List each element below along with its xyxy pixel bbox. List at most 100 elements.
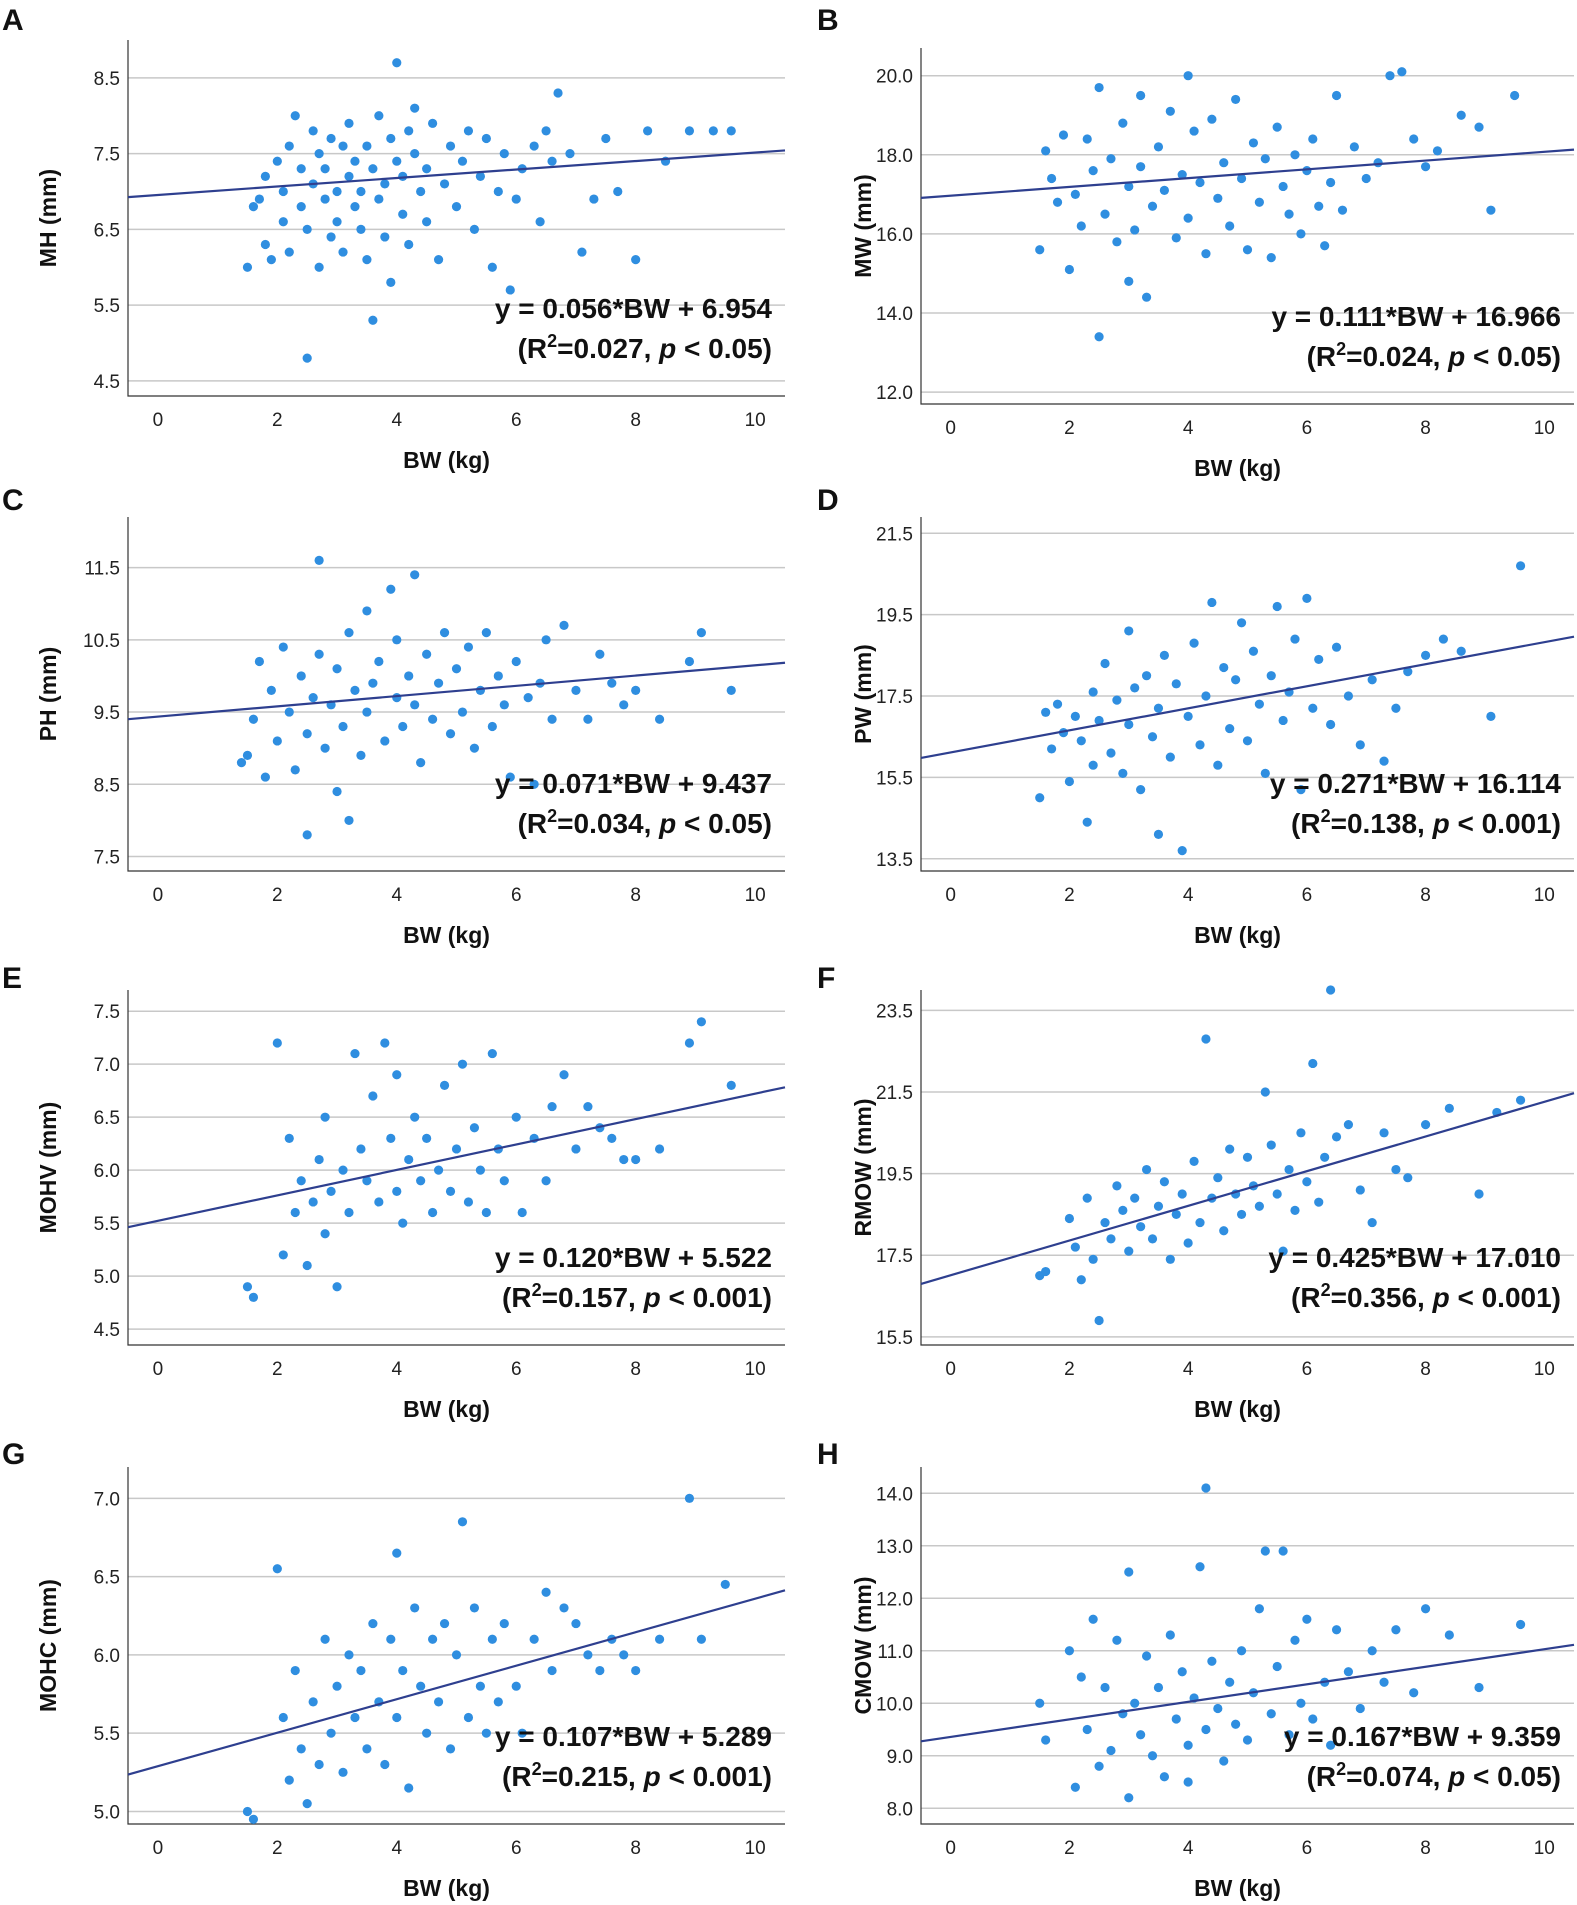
data-point (410, 1603, 420, 1613)
data-point (302, 830, 312, 840)
data-point (1177, 1667, 1187, 1677)
data-point (571, 685, 581, 695)
data-point (475, 171, 485, 181)
y-tick-label: 6.0 (94, 1646, 120, 1667)
panel-label: C (2, 484, 24, 517)
data-point (1195, 1562, 1205, 1572)
x-tick-label: 8 (1420, 418, 1431, 439)
data-point (242, 1806, 253, 1817)
data-point (314, 1759, 324, 1770)
data-point (308, 693, 318, 703)
data-point (1213, 1703, 1223, 1714)
x-tick-label: 0 (153, 1359, 164, 1380)
x-axis-title: BW (kg) (1194, 922, 1281, 948)
data-point (1236, 1209, 1247, 1220)
x-axis-title: BW (kg) (403, 1396, 490, 1422)
panel-label: E (2, 962, 22, 995)
x-tick-label: 2 (1064, 1359, 1075, 1380)
data-point (338, 247, 348, 257)
y-tick-label: 9.0 (887, 1747, 913, 1768)
panel-c: C 7.5 8.5 9.5 10.5 11.5 0 2 4 6 8 10 BW (kg) PH (mm) y… (2, 484, 786, 948)
data-point (1403, 1173, 1413, 1183)
data-point (1320, 241, 1330, 251)
data-point (1058, 130, 1069, 140)
data-point (541, 635, 551, 645)
data-point (1171, 1714, 1181, 1724)
data-point (1302, 593, 1312, 603)
data-point (332, 1282, 342, 1292)
data-point (1106, 748, 1116, 758)
data-point (386, 277, 396, 287)
data-point (1070, 1242, 1080, 1252)
data-point (404, 671, 414, 681)
data-point (374, 111, 384, 121)
data-point (1189, 1156, 1199, 1166)
data-point (1355, 740, 1365, 750)
data-point (439, 1618, 450, 1629)
data-point (296, 671, 306, 681)
data-point (451, 1650, 462, 1660)
axis-frame (127, 40, 785, 397)
data-point (248, 1814, 259, 1824)
data-point (326, 1186, 336, 1196)
data-point (583, 1101, 593, 1112)
data-point (487, 721, 497, 732)
data-point (517, 1207, 527, 1218)
data-point (1141, 1651, 1152, 1661)
data-point (1136, 90, 1146, 101)
data-point (583, 1650, 593, 1660)
x-axis-title: BW (kg) (403, 1875, 490, 1901)
data-point (631, 1665, 641, 1676)
data-point (1195, 1217, 1205, 1228)
data-point (1219, 1226, 1229, 1236)
regression-equation: y = 0.425*BW + 17.010 (1268, 1242, 1561, 1273)
data-point (1076, 1275, 1086, 1285)
r-squared-text: (R2=0.034, p < 0.05) (518, 806, 772, 839)
data-point (1124, 1246, 1134, 1256)
data-point (356, 224, 366, 234)
data-point (1326, 985, 1336, 995)
data-point (392, 156, 402, 166)
x-tick-label: 2 (272, 1838, 283, 1859)
data-point (314, 149, 324, 159)
data-point (619, 700, 629, 710)
data-point (1136, 785, 1146, 795)
r-squared-text: (R2=0.027, p < 0.05) (518, 331, 772, 364)
data-point (1231, 1719, 1241, 1729)
data-point (1147, 1234, 1158, 1244)
data-point (1171, 233, 1181, 243)
data-point (344, 1650, 354, 1660)
data-point (523, 693, 533, 703)
data-point (487, 1048, 497, 1059)
x-tick-label: 2 (272, 410, 283, 431)
data-point (404, 239, 414, 250)
data-point (392, 1186, 402, 1196)
data-point (726, 685, 736, 695)
x-axis-title: BW (kg) (1194, 1396, 1281, 1422)
data-point (362, 141, 372, 151)
data-point (708, 126, 718, 136)
data-point (1409, 134, 1419, 144)
data-point (1124, 276, 1134, 286)
data-point (1260, 154, 1270, 164)
y-tick-label: 20.0 (876, 67, 913, 88)
data-point (344, 118, 354, 128)
data-point (1331, 1625, 1342, 1635)
data-point (1219, 1756, 1229, 1766)
data-point (1159, 185, 1169, 195)
data-point (1124, 1793, 1134, 1803)
data-point (410, 570, 420, 580)
data-point (511, 194, 521, 204)
data-point (511, 1112, 521, 1122)
data-point (1361, 173, 1371, 184)
data-point (457, 1517, 468, 1527)
data-point (1379, 1128, 1389, 1138)
data-point (272, 1564, 282, 1574)
data-point (1165, 752, 1175, 762)
y-tick-label: 18.0 (876, 146, 913, 167)
y-axis-title: MOHV (mm) (35, 1102, 61, 1234)
data-point (439, 179, 450, 189)
data-point (1308, 1714, 1318, 1724)
data-point (1171, 1209, 1181, 1220)
